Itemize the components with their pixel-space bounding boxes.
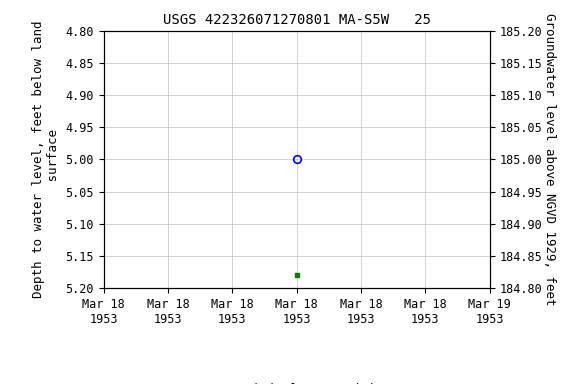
- Y-axis label: Groundwater level above NGVD 1929, feet: Groundwater level above NGVD 1929, feet: [543, 13, 556, 306]
- Y-axis label: Depth to water level, feet below land
 surface: Depth to water level, feet below land su…: [32, 21, 60, 298]
- Legend: Period of approved data: Period of approved data: [194, 378, 400, 384]
- Title: USGS 422326071270801 MA-S5W   25: USGS 422326071270801 MA-S5W 25: [162, 13, 431, 27]
